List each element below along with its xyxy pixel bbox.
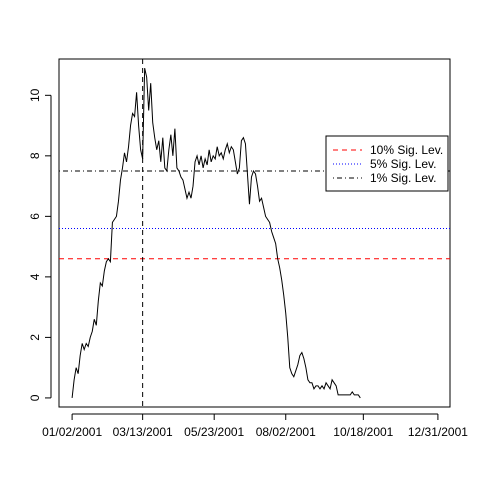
x-tick-label: 10/18/2001	[333, 425, 393, 439]
x-tick-label: 01/02/2001	[42, 425, 102, 439]
legend-box	[325, 135, 449, 192]
y-axis: 0 2 4 6 8 10	[28, 88, 52, 401]
y-tick-label: 8	[28, 152, 42, 159]
x-tick-label: 08/02/2001	[256, 425, 316, 439]
legend-label: 1% Sig. Lev.	[370, 171, 436, 185]
legend: 10% Sig. Lev.5% Sig. Lev.1% Sig. Lev.	[325, 135, 449, 192]
y-tick-label: 4	[28, 273, 42, 280]
x-tick-label: 12/31/2001	[408, 425, 468, 439]
series-line-1	[71, 67, 361, 399]
x-tick-label: 05/23/2001	[184, 425, 244, 439]
series-lines	[71, 67, 361, 399]
x-tick-label: 03/13/2001	[113, 425, 173, 439]
x-axis: 01/02/2001 03/13/2001 05/23/2001 08/02/2001…	[42, 413, 468, 439]
y-tick-label: 10	[28, 88, 42, 102]
y-tick-label: 2	[28, 334, 42, 341]
y-tick-label: 6	[28, 213, 42, 220]
plot-frame	[58, 58, 451, 408]
y-tick-label: 0	[28, 394, 42, 401]
reference-lines	[59, 170, 450, 260]
legend-label: 5% Sig. Lev.	[370, 157, 436, 171]
legend-label: 10% Sig. Lev.	[370, 143, 443, 157]
